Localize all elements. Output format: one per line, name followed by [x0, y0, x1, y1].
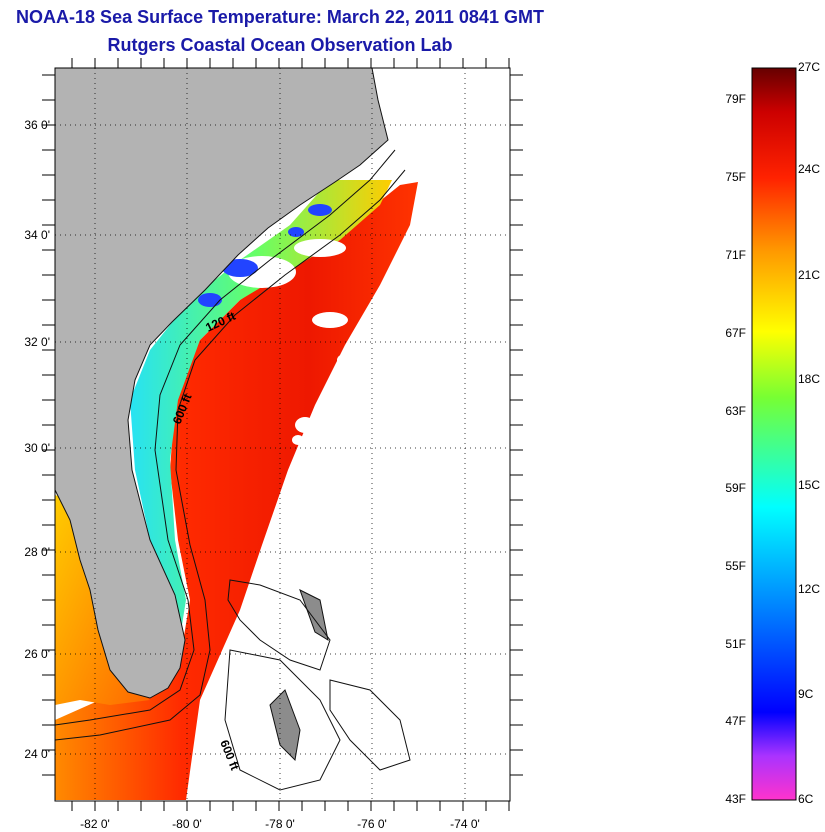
blue-inshore-patches — [198, 204, 332, 307]
fahrenheit-labels: 79F 75F 71F 67F 63F 59F 55F 51F 47F 43F — [725, 92, 746, 806]
sst-map: -82 0' -80 0' -78 0' -76 0' -74 0' 36 0' 34 0… — [24, 58, 523, 831]
lat-tick-label: 34 0' — [24, 228, 50, 242]
bahamas-islands — [269, 588, 329, 762]
depth-contours — [54, 149, 411, 791]
lat-tick-label: 28 0' — [24, 545, 50, 559]
latitude-tick-labels: 36 0' 34 0' 32 0' 30 0' 28 0' 26 0' 24 0' — [24, 118, 50, 761]
celsius-label: 15C — [798, 478, 820, 492]
map-title: NOAA-18 Sea Surface Temperature: March 2… — [16, 7, 544, 27]
lon-tick-label: -74 0' — [450, 817, 480, 831]
lon-tick-label: -82 0' — [80, 817, 110, 831]
fahrenheit-label: 63F — [725, 404, 746, 418]
fahrenheit-label: 79F — [725, 92, 746, 106]
contour-label-600ft-south: 600 ft — [217, 738, 242, 772]
lon-tick-label: -80 0' — [172, 817, 202, 831]
fahrenheit-label: 55F — [725, 559, 746, 573]
lat-tick-label: 24 0' — [24, 747, 50, 761]
cool-shelf-band — [120, 180, 392, 690]
map-subtitle: Rutgers Coastal Ocean Observation Lab — [107, 35, 453, 55]
fahrenheit-label: 71F — [725, 248, 746, 262]
lat-tick-label: 36 0' — [24, 118, 50, 132]
celsius-labels: 27C 24C 21C 18C 15C 12C 9C 6C — [798, 60, 820, 806]
lat-tick-label: 30 0' — [24, 441, 50, 455]
fahrenheit-label: 75F — [725, 170, 746, 184]
celsius-label: 12C — [798, 582, 820, 596]
fahrenheit-label: 47F — [725, 714, 746, 728]
celsius-label: 6C — [798, 792, 814, 806]
celsius-label: 9C — [798, 687, 814, 701]
celsius-label: 24C — [798, 162, 820, 176]
lat-tick-label: 32 0' — [24, 335, 50, 349]
land-southeast-us — [54, 67, 389, 699]
fahrenheit-label: 43F — [725, 792, 746, 806]
fahrenheit-label: 59F — [725, 481, 746, 495]
map-frame — [54, 67, 511, 802]
celsius-label: 18C — [798, 372, 820, 386]
lon-tick-label: -76 0' — [357, 817, 387, 831]
fahrenheit-label: 67F — [725, 326, 746, 340]
celsius-label: 21C — [798, 268, 820, 282]
celsius-label: 27C — [798, 60, 820, 74]
temperature-colorbar: 79F 75F 71F 67F 63F 59F 55F 51F 47F 43F 27C 24C 21C… — [725, 60, 820, 806]
longitude-tick-labels: -82 0' -80 0' -78 0' -76 0' -74 0' — [80, 817, 480, 831]
graticule — [42, 58, 523, 811]
lat-tick-label: 26 0' — [24, 647, 50, 661]
lon-tick-label: -78 0' — [265, 817, 295, 831]
colorbar-gradient — [751, 67, 797, 801]
warm-ocean-swath — [55, 182, 418, 800]
fahrenheit-label: 51F — [725, 637, 746, 651]
